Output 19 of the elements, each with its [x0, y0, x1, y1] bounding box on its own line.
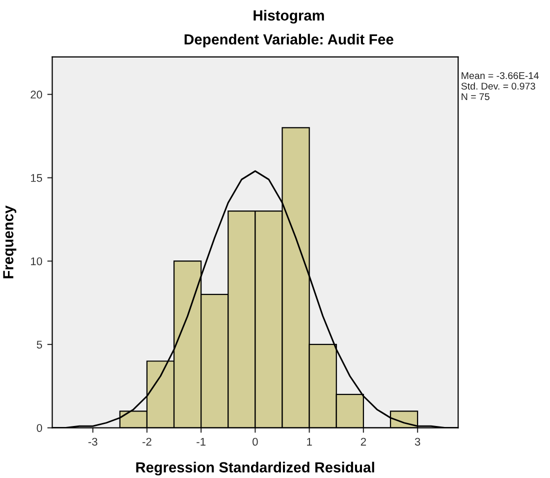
x-tick-label: 1: [307, 438, 312, 446]
x-tick-label: 3: [414, 438, 420, 446]
x-tick-label: -3: [88, 438, 98, 446]
y-axis-title: Frequency: [3, 206, 16, 278]
text: N = 75: [462, 93, 490, 100]
chart-title: Histogram: [254, 10, 324, 24]
chart-subtitle: Dependent Variable: Audit Fee: [184, 34, 394, 48]
y-tick-label: 20: [30, 90, 42, 99]
x-tick-label: -1: [196, 438, 206, 446]
y-tick-label: 10: [31, 257, 42, 266]
y-tick-label: 0: [36, 424, 42, 432]
x-tick-label: 2: [360, 438, 366, 446]
x-axis-title: Regression Standardized Residual: [136, 462, 374, 476]
y-tick-label: 5: [36, 340, 42, 349]
y-tick-label: 15: [31, 174, 42, 182]
text: Std. Dev. = 0.973: [461, 82, 536, 90]
text: Mean = -3.66E-14: [462, 72, 539, 80]
x-tick-label: -2: [142, 438, 152, 446]
x-tick-label: 0: [252, 438, 258, 446]
